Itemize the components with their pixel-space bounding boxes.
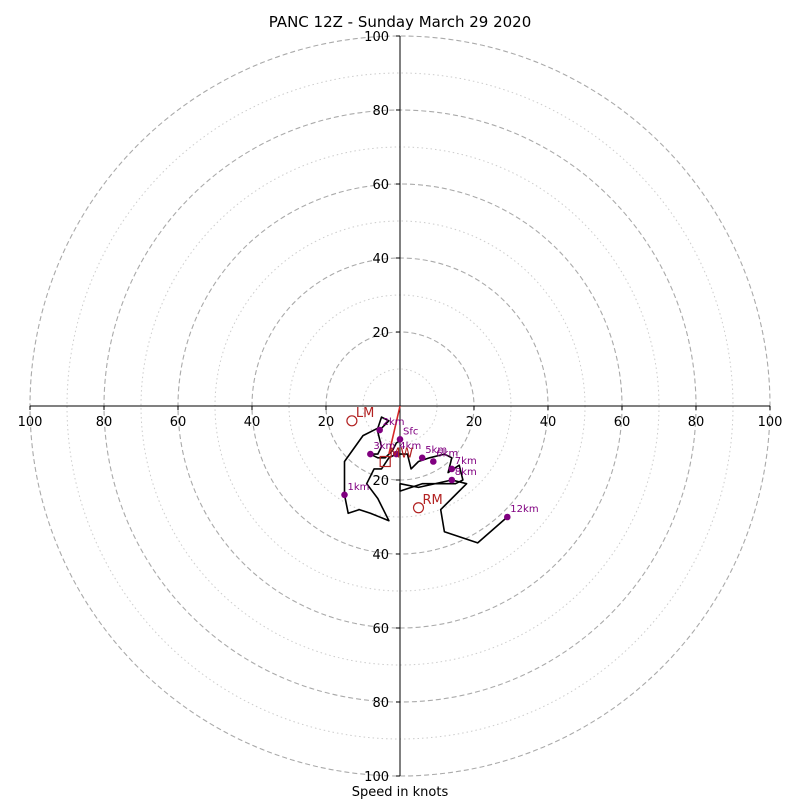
y-tick-label: 60 [372,622,389,637]
height-marker-7km [448,465,456,473]
y-tick-label: 60 [372,178,389,193]
height-marker-8km [448,476,456,484]
x-tick-label: 60 [170,415,187,430]
tick-labels: 100 80 60 40 20 20 40 60 80 100 100 80 60 40 20 20 40 60 8… [18,30,783,785]
y-tick-label: 100 [364,30,389,45]
x-tick-label: 100 [18,415,43,430]
storm-motion-label-lm: LM [356,406,374,421]
x-tick-label: 80 [96,415,113,430]
height-marker-2km [376,426,383,434]
storm-motion-mw [379,455,391,468]
y-tick-label: 40 [372,548,389,563]
hodograph-trace-layer [343,405,508,544]
height-marker-sfc [396,436,404,443]
x-tick-label: 80 [688,415,705,430]
x-tick-label: 40 [540,415,557,430]
height-marker-4km [393,450,400,458]
height-marker-1km [341,491,348,499]
height-label-12km: 12km [510,504,538,515]
height-label-7km: 7km [455,456,477,467]
height-marker-5km [418,454,426,462]
height-label-1km: 1km [348,482,370,493]
chart-title: PANC 12Z - Sunday March 29 2020 [269,13,532,31]
height-marker-3km [367,450,374,458]
storm-motion-markers: LM RM MW [346,406,443,514]
x-tick-label: 60 [614,415,631,430]
y-tick-label: 20 [372,326,389,341]
height-marker-6km [430,458,437,465]
height-label-5km: 5km [425,445,447,456]
shear-vector [388,405,401,455]
height-label-sfc: Sfc [403,426,418,437]
x-tick-label: 20 [466,415,483,430]
storm-motion-lm [346,415,358,427]
x-axis-label: Speed in knots [352,785,449,800]
storm-motion-label-rm: RM [423,493,443,508]
y-tick-label: 20 [372,474,389,489]
x-tick-label: 20 [318,415,335,430]
height-label-3km: 3km [373,441,395,452]
storm-motion-label-mw: MW [389,447,413,462]
y-tick-label: 100 [364,770,389,785]
x-tick-label: 100 [758,415,783,430]
x-tick-label: 40 [244,415,261,430]
height-label-6km: 6km [436,449,458,460]
height-marker-12km [504,513,511,521]
y-tick-label: 40 [372,252,389,267]
height-label-4km: 4km [399,441,421,452]
y-tick-label: 80 [372,696,389,711]
y-tick-label: 80 [372,104,389,119]
height-label-8km: 8km [455,467,477,478]
height-label-2km: 2km [383,417,405,428]
storm-motion-rm [412,502,425,514]
hodograph-trace [343,416,508,544]
